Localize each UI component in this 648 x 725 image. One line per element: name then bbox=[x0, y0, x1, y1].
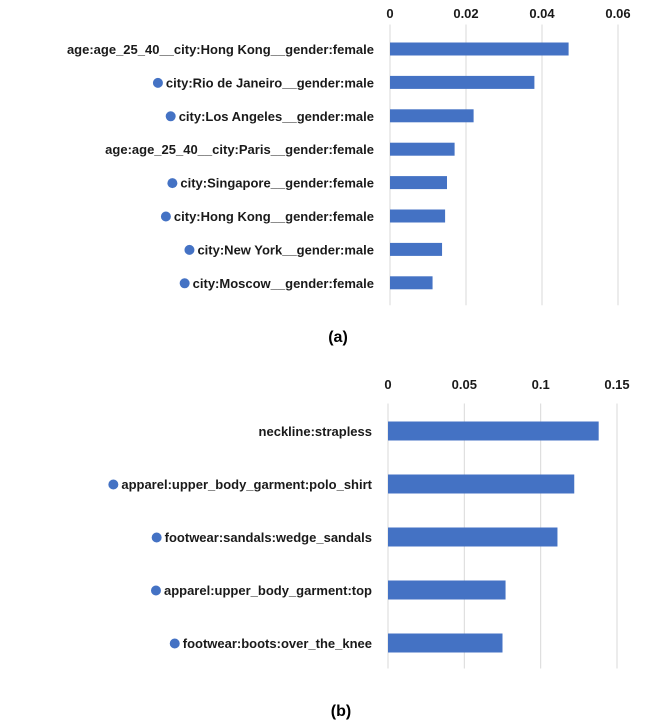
bullet-dot bbox=[151, 532, 162, 543]
category-label: city:Los Angeles__gender:male bbox=[179, 109, 374, 124]
bar bbox=[390, 42, 569, 56]
category-label: footwear:boots:over_the_knee bbox=[183, 636, 372, 651]
bar bbox=[388, 527, 558, 547]
category-label: apparel:upper_body_garment:polo_shirt bbox=[121, 477, 372, 492]
bar bbox=[388, 580, 506, 600]
bar bbox=[390, 176, 447, 190]
x-tick-label: 0.15 bbox=[604, 377, 629, 392]
bullet-dot bbox=[184, 244, 195, 255]
bullet-dot bbox=[169, 638, 180, 649]
category-label: city:New York__gender:male bbox=[197, 242, 374, 257]
category-label: city:Hong Kong__gender:female bbox=[174, 209, 374, 224]
bar bbox=[388, 633, 503, 653]
bullet-dot bbox=[179, 278, 190, 289]
bar bbox=[390, 276, 433, 290]
category-label: city:Singapore__gender:female bbox=[180, 176, 374, 191]
x-tick-label: 0 bbox=[384, 377, 391, 392]
bullet-dot bbox=[150, 585, 161, 596]
bullet-dot bbox=[160, 211, 171, 222]
bar bbox=[388, 474, 575, 494]
x-tick-label: 0.06 bbox=[605, 6, 630, 21]
bullet-dot bbox=[108, 479, 119, 490]
bullet-dot bbox=[165, 111, 176, 122]
category-label: age:age_25_40__city:Hong Kong__gender:fe… bbox=[67, 42, 374, 57]
bar bbox=[390, 109, 474, 123]
bullet-dot bbox=[152, 77, 163, 88]
x-tick-label: 0.05 bbox=[452, 377, 477, 392]
category-label: age:age_25_40__city:Paris__gender:female bbox=[105, 142, 374, 157]
category-label: neckline:strapless bbox=[259, 424, 372, 439]
category-label: apparel:upper_body_garment:top bbox=[164, 583, 372, 598]
bar bbox=[390, 142, 455, 156]
bar bbox=[388, 421, 599, 441]
x-tick-label: 0.02 bbox=[453, 6, 478, 21]
x-tick-label: 0 bbox=[386, 6, 393, 21]
x-tick-label: 0.04 bbox=[529, 6, 555, 21]
bar bbox=[390, 75, 535, 89]
panel-label: (a) bbox=[328, 329, 348, 346]
category-label: city:Rio de Janeiro__gender:male bbox=[166, 75, 374, 90]
category-label: footwear:sandals:wedge_sandals bbox=[165, 530, 372, 545]
bullet-dot bbox=[167, 178, 178, 189]
bar bbox=[390, 242, 443, 256]
x-tick-label: 0.1 bbox=[532, 377, 550, 392]
category-label: city:Moscow__gender:female bbox=[193, 276, 374, 291]
panel-label: (b) bbox=[331, 703, 351, 720]
bar bbox=[390, 209, 446, 223]
